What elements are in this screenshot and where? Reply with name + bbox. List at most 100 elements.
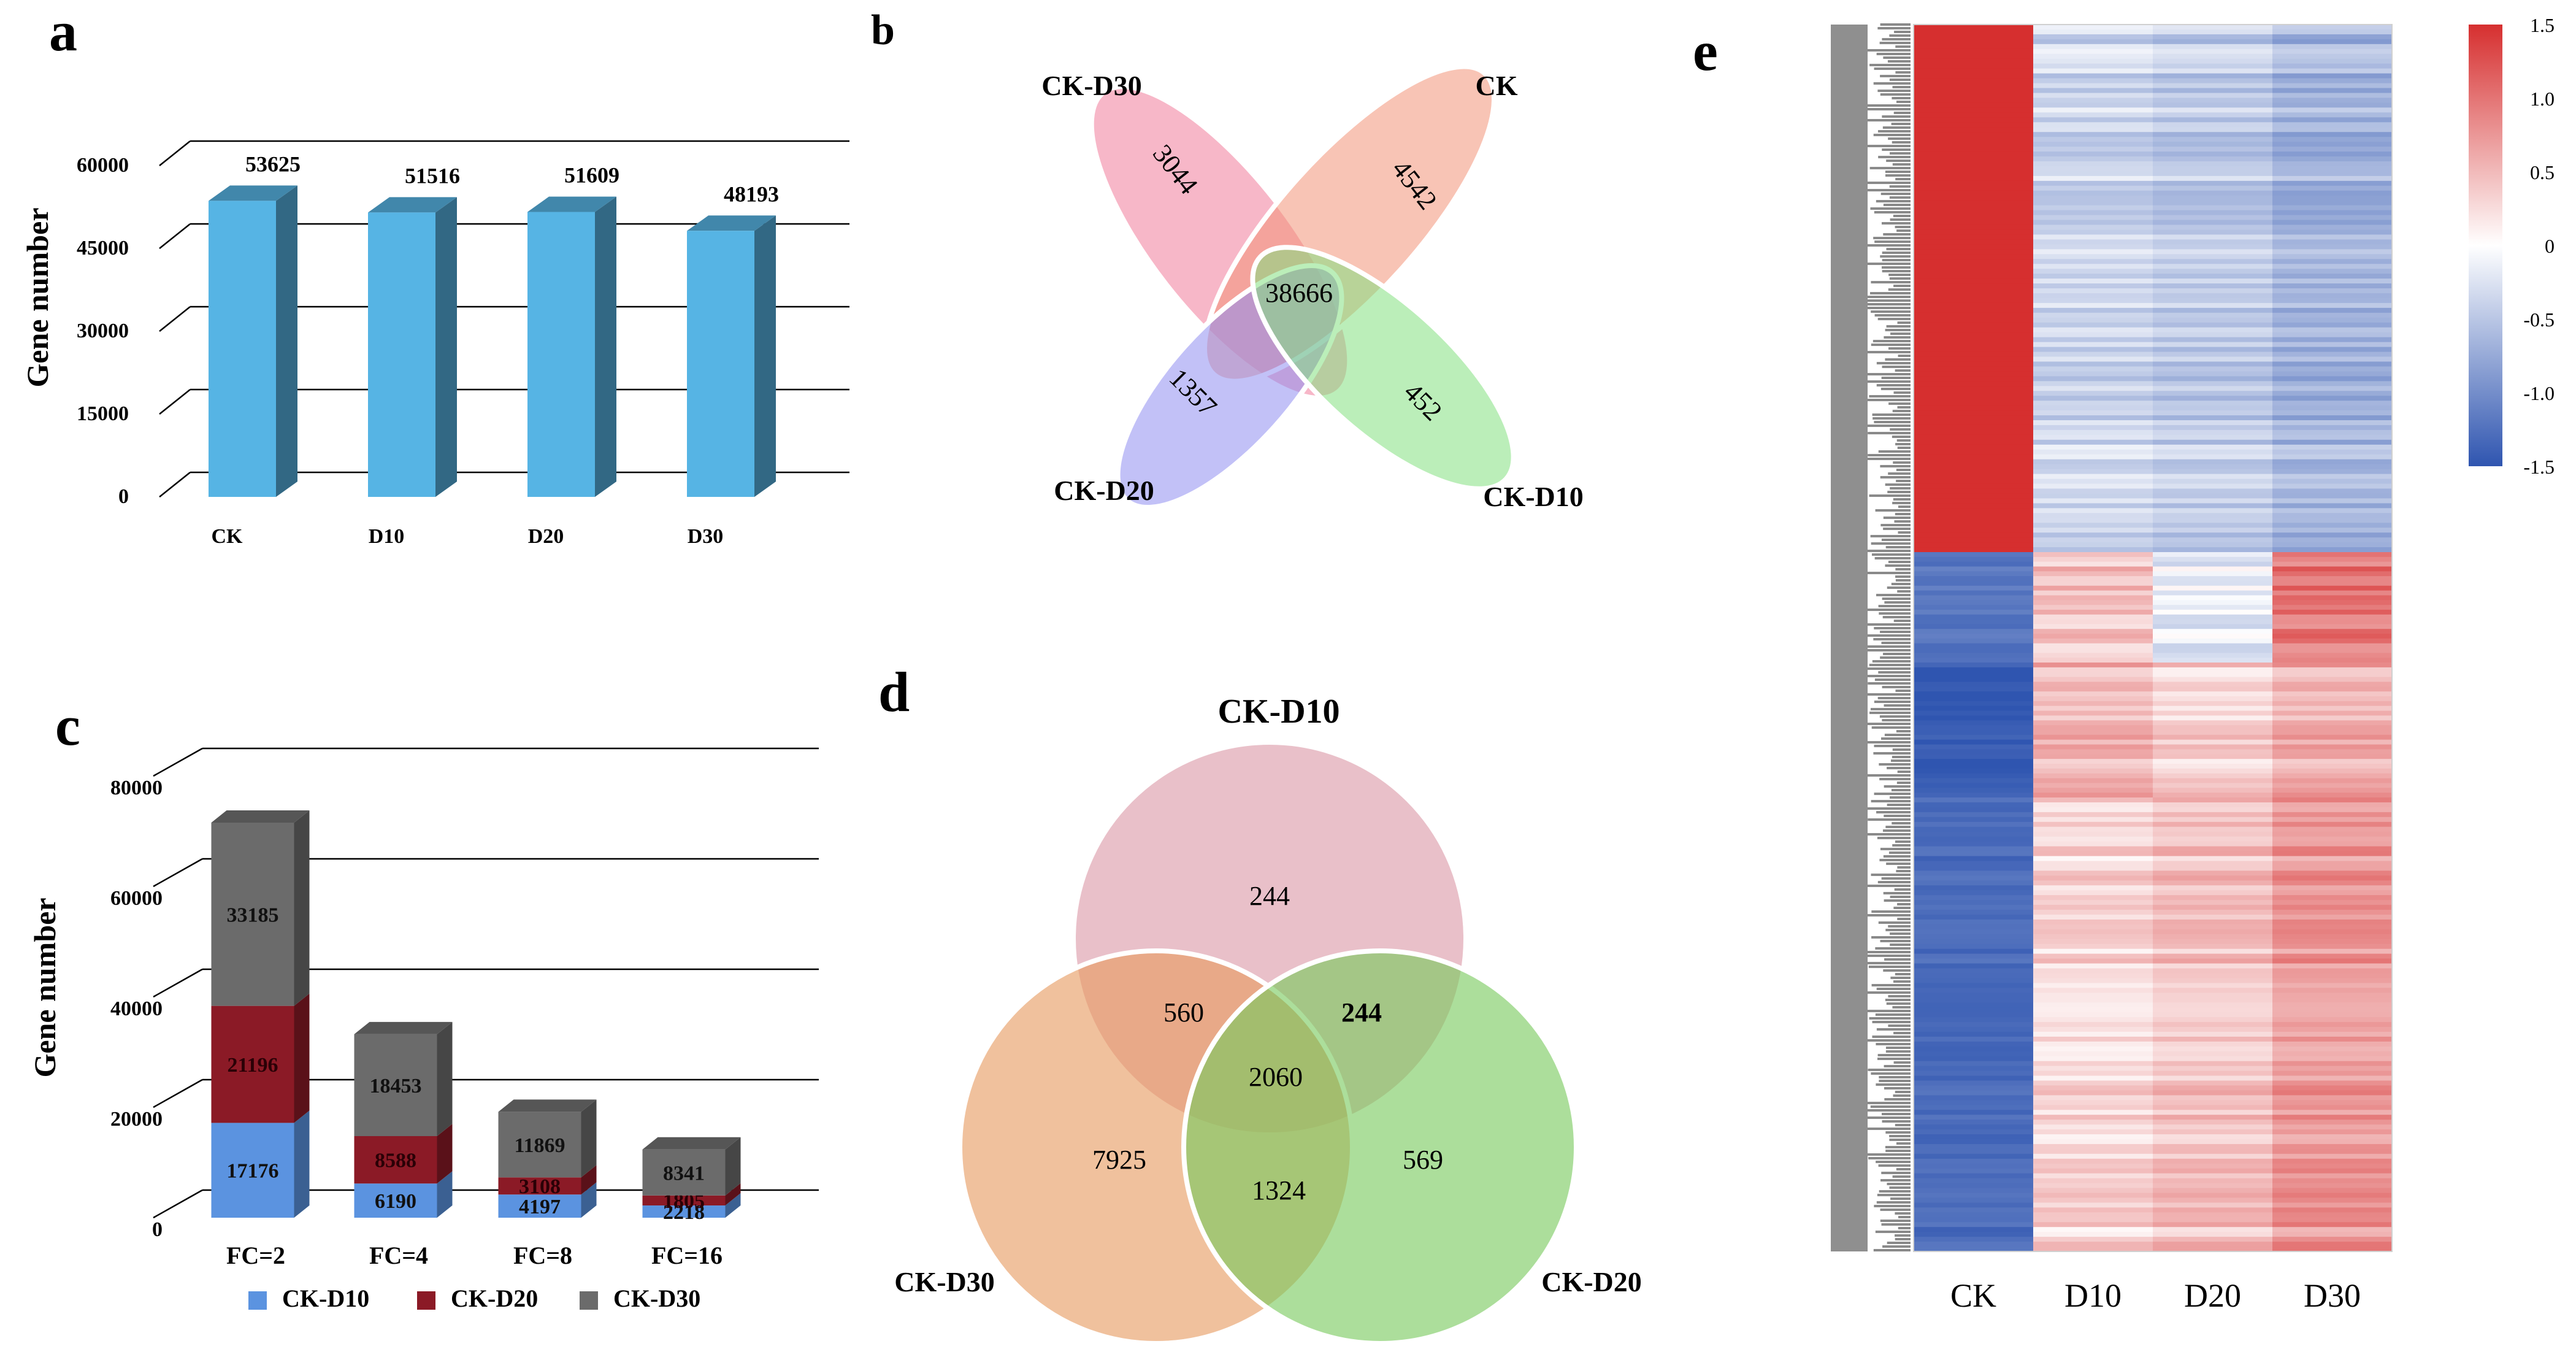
e-heatmap-cell <box>1914 229 2033 236</box>
e-heatmap-cell <box>1914 1115 2033 1120</box>
e-heatmap-cell <box>2272 759 2392 764</box>
e-heatmap-cell <box>2272 764 2392 769</box>
e-heatmap-cell <box>2272 667 2392 673</box>
e-heatmap-cell <box>2153 293 2272 299</box>
e-heatmap-cell <box>1914 195 2033 201</box>
c-bar-side <box>437 1021 453 1136</box>
e-heatmap-cell <box>2033 561 2153 567</box>
e-heatmap-cell <box>2153 528 2272 533</box>
e-heatmap-cell <box>2033 474 2153 480</box>
e-heatmap-cell <box>1914 643 2033 649</box>
e-heatmap-cell <box>2033 1017 2153 1023</box>
e-heatmap-cell <box>2033 283 2153 289</box>
e-heatmap-cell <box>2153 943 2272 950</box>
e-heatmap-cell <box>1914 929 2033 935</box>
panel-label-e: e <box>1693 20 1718 82</box>
e-heatmap-cell <box>2272 1105 2392 1110</box>
e-heatmap-cell <box>1914 749 2033 755</box>
e-heatmap-cell <box>2153 132 2272 137</box>
e-heatmap-cell <box>2033 274 2153 279</box>
b-set-label: CK-D20 <box>1054 475 1154 506</box>
e-heatmap-cell <box>2272 730 2392 736</box>
e-heatmap-cell <box>2153 638 2272 644</box>
e-heatmap-cell <box>2033 1012 2153 1018</box>
b-set-label: CK <box>1476 70 1518 101</box>
e-heatmap-cell <box>1914 488 2033 494</box>
e-heatmap-cell <box>2033 730 2153 736</box>
e-heatmap-cell <box>2033 866 2153 871</box>
e-heatmap-cell <box>1914 1105 2033 1110</box>
e-heatmap-cell <box>2033 773 2153 779</box>
e-heatmap-cell <box>2153 122 2272 128</box>
e-heatmap-cell <box>2272 768 2392 774</box>
e-heatmap-cell <box>2153 322 2272 328</box>
e-heatmap-cell <box>2153 861 2272 866</box>
e-heatmap-cell <box>1914 254 2033 259</box>
c-bar-side <box>437 1123 453 1184</box>
e-heatmap-cell <box>2033 1242 2153 1247</box>
e-heatmap-cell <box>2033 797 2153 803</box>
e-heatmap-cell <box>2272 1242 2392 1247</box>
e-heatmap-cell <box>2272 691 2392 697</box>
e-heatmap-cell <box>2153 63 2272 69</box>
a-bar-top <box>687 215 776 231</box>
e-heatmap-cell <box>2153 25 2272 30</box>
e-heatmap-cell <box>2153 1183 2272 1189</box>
e-heatmap-cell <box>2272 1075 2392 1082</box>
e-heatmap-cell <box>2153 1163 2272 1169</box>
e-heatmap-cell <box>1914 1031 2033 1037</box>
e-heatmap-cell <box>2272 264 2392 269</box>
e-heatmap-cell <box>2033 1105 2153 1110</box>
c-ylabel: Gene number <box>28 897 62 1077</box>
e-heatmap-cell <box>2272 48 2392 55</box>
c-legend-swatch <box>248 1291 267 1310</box>
e-heatmap-cell <box>2153 968 2272 974</box>
e-heatmap-cell <box>2033 556 2153 563</box>
e-heatmap-cell <box>2153 580 2272 586</box>
e-heatmap-cell <box>2033 821 2153 828</box>
e-heatmap-cell <box>2272 1022 2392 1028</box>
e-heatmap-cell <box>2033 1115 2153 1120</box>
e-heatmap-cell <box>2272 93 2392 99</box>
e-heatmap-cell <box>2153 410 2272 416</box>
e-heatmap-cell <box>1914 405 2033 411</box>
e-heatmap-cell <box>2272 220 2392 226</box>
e-heatmap-cell <box>2272 53 2392 60</box>
e-heatmap-cell <box>2153 759 2272 764</box>
e-heatmap-cell <box>2033 420 2153 426</box>
e-heatmap-cell <box>2033 1197 2153 1204</box>
e-heatmap-cell <box>2033 841 2153 847</box>
e-heatmap-cell <box>2272 429 2392 436</box>
e-heatmap-cell <box>1914 444 2033 450</box>
e-heatmap-cell <box>2153 705 2272 712</box>
e-heatmap-cell <box>1914 1178 2033 1184</box>
e-heatmap-cell <box>2033 900 2153 905</box>
e-heatmap-cell <box>1914 200 2033 206</box>
e-heatmap-cell <box>1914 885 2033 891</box>
e-heatmap-cell <box>2033 885 2153 891</box>
e-heatmap-cell <box>1914 1139 2033 1145</box>
e-heatmap-cell <box>1914 48 2033 55</box>
e-heatmap-cell <box>2033 401 2153 406</box>
e-heatmap-cell <box>2033 147 2153 152</box>
e-heatmap-cell <box>2153 1036 2272 1042</box>
e-heatmap-cell <box>1914 890 2033 896</box>
e-heatmap-cell <box>2153 180 2272 186</box>
e-heatmap-cell <box>2272 528 2392 533</box>
e-heatmap-cell <box>2272 885 2392 891</box>
e-heatmap-cell <box>2153 425 2272 431</box>
e-heatmap-cell <box>2153 846 2272 852</box>
e-heatmap-cell <box>2272 254 2392 259</box>
e-heatmap-cell <box>1914 600 2033 605</box>
e-heatmap-cell <box>2153 537 2272 543</box>
e-heatmap-cell <box>2153 841 2272 847</box>
e-heatmap-cell <box>2033 1046 2153 1052</box>
e-heatmap-cell <box>2272 1158 2392 1164</box>
e-heatmap-cell <box>2033 978 2153 983</box>
e-heatmap-cell <box>2272 298 2392 304</box>
c-ytick-label: 20000 <box>110 1108 163 1131</box>
a-grid-diag <box>159 223 191 249</box>
e-heatmap-cell <box>1914 98 2033 104</box>
e-heatmap-cell <box>2033 347 2153 353</box>
e-heatmap-cell <box>2033 185 2153 191</box>
